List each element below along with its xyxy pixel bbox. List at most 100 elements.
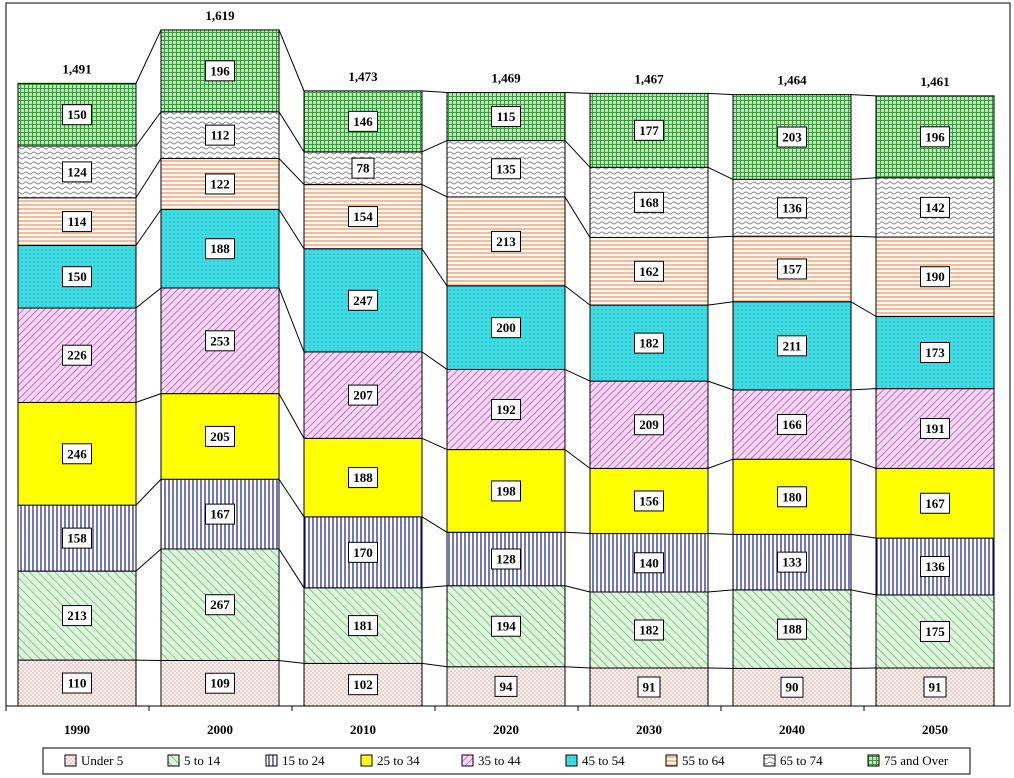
series-connector-line (278, 659, 305, 664)
value-label-box (777, 486, 807, 508)
value-label-box (634, 414, 664, 436)
value-label-box (494, 675, 518, 697)
value-label-box (205, 173, 235, 195)
value-label-box (205, 238, 235, 260)
total-label-2010: 1,473 (348, 69, 378, 84)
x-tick-1990: 1990 (64, 722, 90, 737)
value-label-box (62, 443, 92, 465)
value-label-2020-75-and-over: 115 (497, 109, 516, 124)
bar-segment-1990-55-to-64 (17, 197, 137, 246)
series-connector-line (421, 90, 448, 94)
value-label-2050-55-to-64: 190 (925, 269, 945, 284)
value-label-2040-45-to-54: 211 (783, 338, 802, 353)
value-label-box (491, 106, 521, 128)
value-label-box (491, 158, 521, 180)
value-label-box (348, 384, 378, 406)
total-labels-group: 1,491 1,619 1,473 1,469 1,467 1,464 1,461 (62, 8, 949, 89)
value-label-box (205, 425, 235, 447)
value-label-box (777, 414, 807, 436)
value-label-box (348, 467, 378, 489)
value-label-box (348, 289, 378, 311)
x-tick-2000: 2000 (207, 722, 233, 737)
value-label-box (920, 418, 950, 440)
value-label-2050-15-to-24: 136 (925, 559, 945, 574)
series-connector-line (135, 209, 162, 246)
value-label-box (920, 342, 950, 364)
value-label-2010-under-5: 102 (353, 677, 373, 692)
value-label-2000-35-to-44: 253 (210, 333, 230, 348)
series-connector-line (278, 393, 305, 439)
value-label-2050-5-to-14: 175 (925, 624, 945, 639)
value-label-box (777, 126, 807, 148)
value-label-2010-65-to-74: 78 (357, 161, 371, 176)
legend-label-under-5: Under 5 (81, 753, 123, 768)
value-label-2030-5-to-14: 182 (639, 622, 659, 637)
legend-swatch-25-to-34 (360, 754, 373, 767)
value-label-box (205, 672, 235, 694)
bar-segment-2000-5-to-14 (160, 548, 280, 661)
series-connector-line (421, 140, 448, 153)
series-connector-line (564, 92, 591, 94)
value-label-2030-under-5: 91 (643, 679, 656, 694)
legend-label-45-to-54: 45 to 54 (582, 753, 625, 768)
value-label-box (634, 332, 664, 354)
value-label-2050-65-to-74: 142 (925, 200, 945, 215)
value-label-box (491, 615, 521, 637)
value-label-2000-15-to-24: 167 (210, 507, 230, 522)
legend-label-25-to-34: 25 to 34 (377, 753, 420, 768)
series-connector-line (707, 458, 734, 469)
total-label-2030: 1,467 (634, 71, 664, 86)
value-label-box (920, 556, 950, 578)
value-label-box (62, 672, 92, 694)
value-label-2040-35-to-44: 166 (782, 417, 802, 432)
value-label-1990-65-to-74: 124 (67, 164, 87, 179)
series-connector-line (850, 94, 877, 97)
total-label-2020: 1,469 (491, 71, 521, 86)
value-label-2050-45-to-54: 173 (925, 345, 945, 360)
legend-label-5-to-14: 5 to 14 (184, 753, 221, 768)
value-label-2000-under-5: 109 (210, 676, 230, 691)
value-label-box (205, 60, 235, 82)
legend: Under 5 5 to 14 15 to 24 25 to 34 35 to 44 45… (64, 753, 949, 768)
value-label-box (777, 197, 807, 219)
series-connector-line (421, 516, 448, 533)
value-label-box (777, 618, 807, 640)
legend-label-65-to-74: 65 to 74 (780, 753, 823, 768)
value-label-box (62, 527, 92, 549)
value-label-box (348, 206, 378, 228)
value-label-box (491, 230, 521, 252)
legend-swatch-45-to-54 (565, 754, 578, 767)
series-connector-line (564, 531, 591, 535)
series-connector-line (278, 287, 305, 353)
series-connector-line (707, 166, 734, 180)
value-label-2050-under-5: 91 (929, 679, 942, 694)
value-label-2040-65-to-74: 136 (782, 200, 802, 215)
value-label-2030-65-to-74: 168 (639, 195, 659, 210)
value-label-2030-55-to-64: 162 (639, 264, 659, 279)
value-label-2010-15-to-24: 170 (353, 545, 373, 560)
series-connector-line (135, 548, 162, 572)
series-connector-line (135, 287, 162, 309)
series-connector-line (564, 368, 591, 382)
value-label-1990-45-to-54: 150 (67, 269, 87, 284)
series-connector-line (135, 478, 162, 506)
series-connector-line (564, 285, 591, 306)
value-label-box (205, 330, 235, 352)
value-label-box (62, 104, 92, 126)
value-label-2010-5-to-14: 181 (353, 618, 373, 633)
value-label-box (777, 335, 807, 357)
value-label-1990-35-to-44: 226 (67, 348, 87, 363)
value-label-box (923, 676, 947, 698)
series-connector-line (421, 183, 448, 198)
value-label-2000-65-to-74: 112 (211, 128, 230, 143)
series-connector-line (850, 533, 877, 539)
value-label-box (634, 119, 664, 141)
value-label-2020-45-to-54: 200 (496, 320, 516, 335)
value-label-1990-55-to-64: 114 (68, 214, 87, 229)
legend-swatch-35-to-44 (461, 754, 474, 767)
series-connector-line (278, 478, 305, 518)
legend-box (42, 747, 971, 775)
x-tick-2050: 2050 (922, 722, 948, 737)
value-label-1990-25-to-34: 246 (67, 446, 87, 461)
